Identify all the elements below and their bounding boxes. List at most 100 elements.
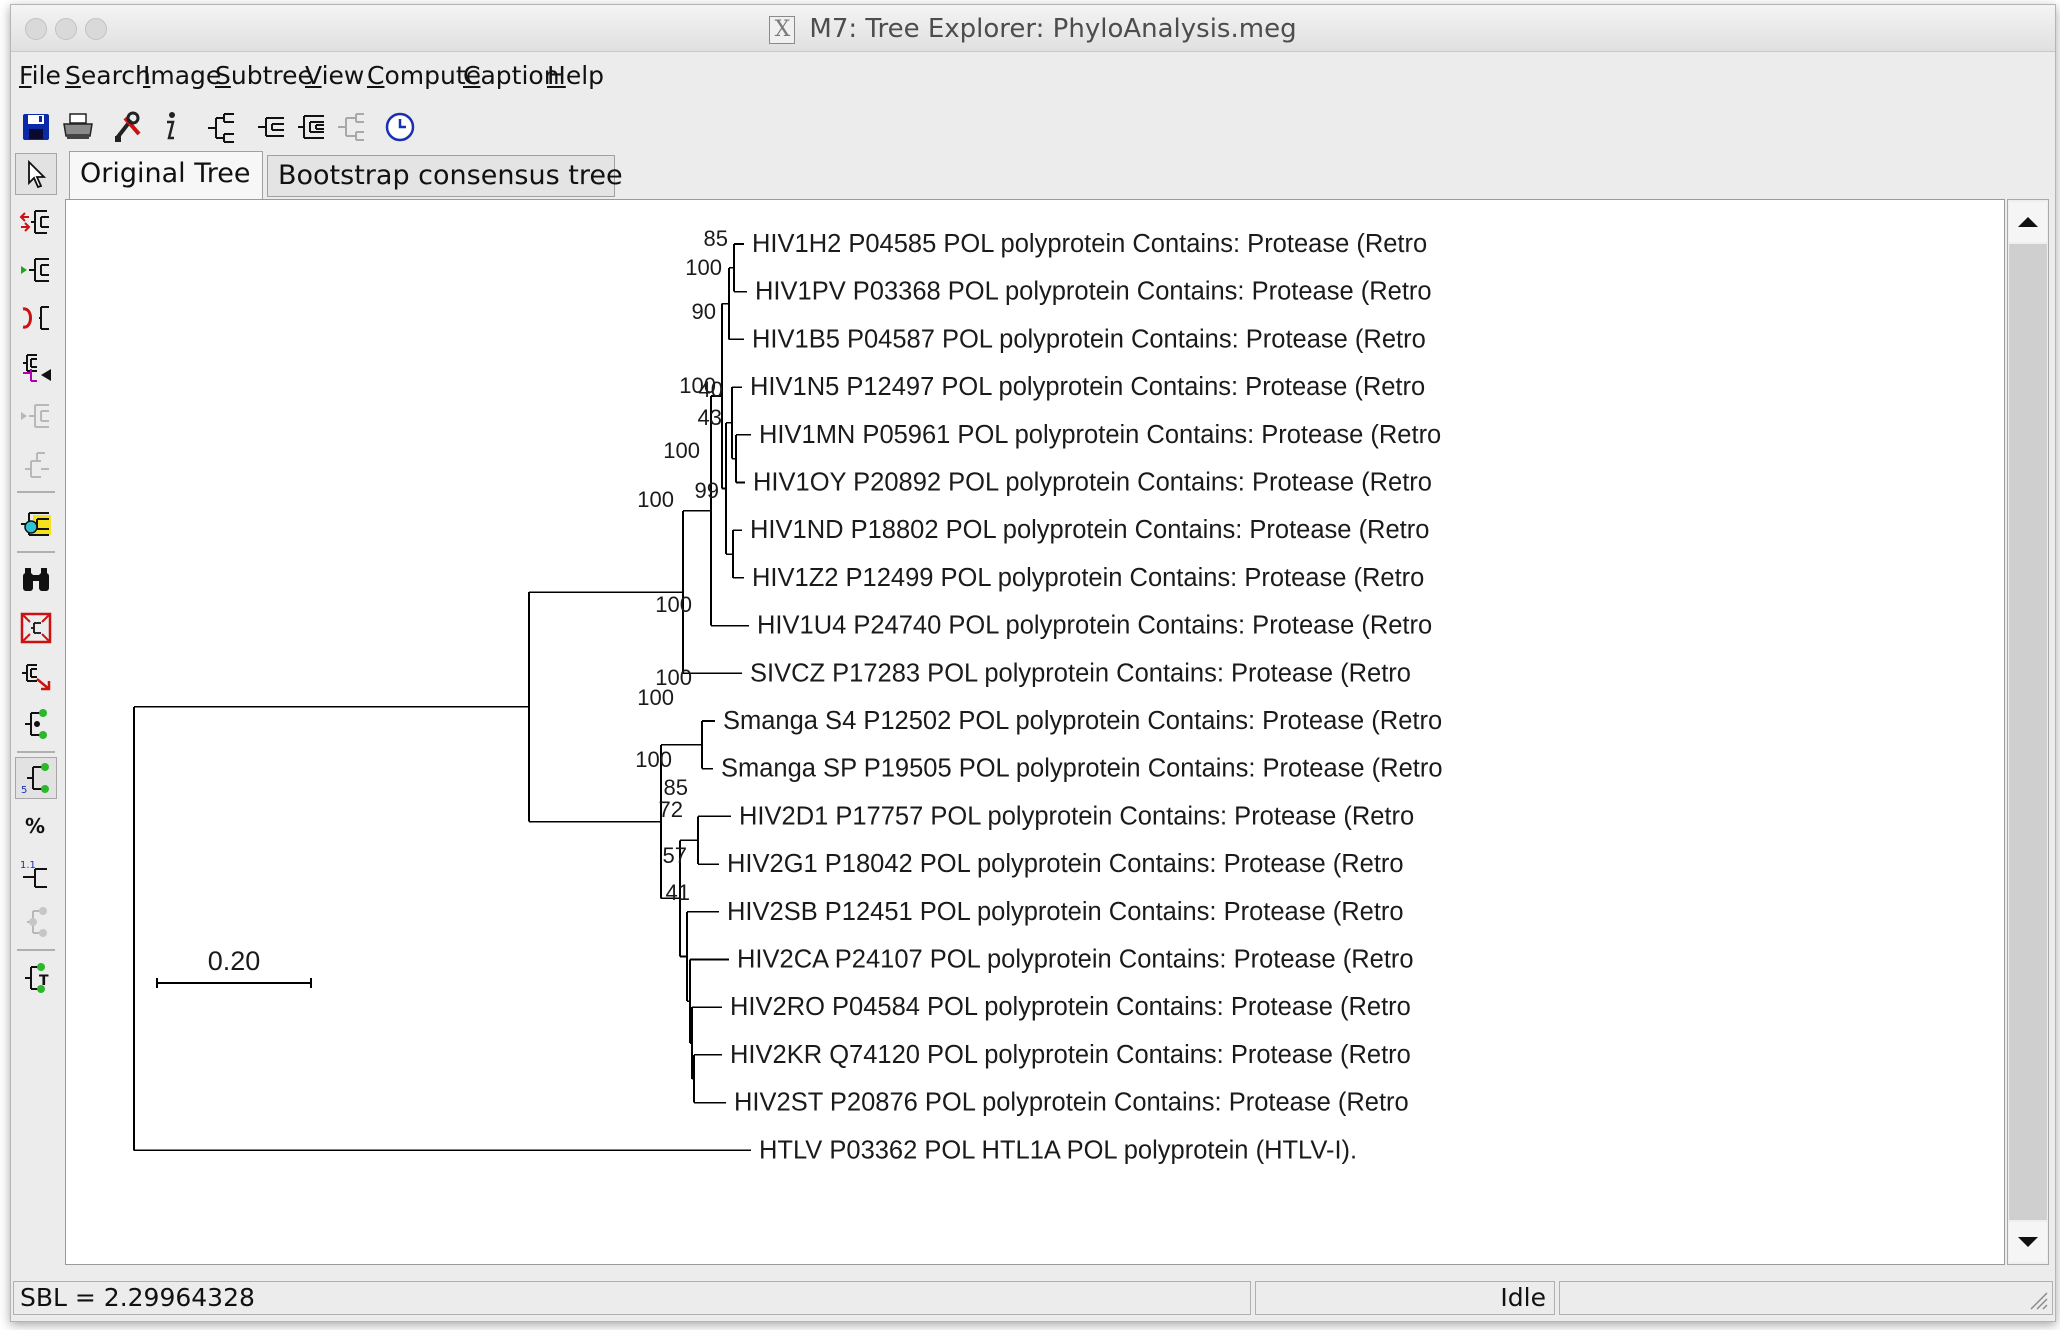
find-button[interactable] (15, 559, 57, 601)
swap-subtree-button[interactable] (15, 201, 57, 243)
fit-window-button[interactable] (15, 607, 57, 649)
taxon-label: HIV2CA P24107 POL polyprotein Contains: … (737, 946, 1414, 974)
tree-icon (208, 113, 234, 143)
bootstrap-value: 99 (695, 478, 719, 503)
scale-bar: 0.20 (156, 946, 312, 988)
tree-collapse-button[interactable] (251, 106, 293, 148)
save-button[interactable] (15, 106, 57, 148)
subtree-disabled-icon-2 (25, 452, 49, 478)
menu-search-mnemonic: S (65, 61, 81, 90)
svg-text:T: T (39, 973, 49, 989)
menu-image[interactable]: Image (143, 61, 221, 90)
tools-button[interactable] (107, 106, 149, 148)
bootstrap-value: 100 (637, 487, 674, 512)
menu-help-label: elp (565, 61, 605, 90)
flip-subtree-button[interactable] (15, 297, 57, 339)
window-title: M7: Tree Explorer: PhyloAnalysis.meg (809, 14, 1297, 44)
bootstrap-value: 100 (637, 685, 674, 710)
tools-icon (115, 111, 141, 142)
swap-subtree-icon (19, 210, 49, 234)
menu-search[interactable]: Search (65, 61, 151, 90)
left-tool-palette: 5 % 1.1 (11, 151, 61, 1275)
menu-image-label: mage (150, 61, 222, 90)
menu-subtree-mnemonic: S (215, 61, 231, 90)
tab-original-tree[interactable]: Original Tree (69, 151, 263, 199)
x11-icon: X (769, 15, 796, 44)
taxon-label: HIV2SB P12451 POL polyprotein Contains: … (727, 898, 1404, 926)
highlight-tree-icon (21, 512, 51, 536)
title-bar: X M7: Tree Explorer: PhyloAnalysis.meg (11, 5, 2055, 52)
taxon-label: HIV2D1 P17757 POL polyprotein Contains: … (739, 802, 1414, 830)
status-bar: SBL = 2.29964328 Idle (11, 1277, 2055, 1317)
compress-subtree-button[interactable] (15, 347, 57, 389)
resize-grip-icon[interactable] (2027, 1289, 2049, 1311)
tool-separator-1 (17, 491, 55, 493)
status-extra (1559, 1281, 2053, 1315)
taxon-label: HIV1MN P05961 POL polyprotein Contains: … (759, 421, 1441, 449)
clock-icon (385, 112, 415, 142)
tab-bootstrap-consensus-tree[interactable]: Bootstrap consensus tree (267, 155, 623, 197)
scroll-down-button[interactable] (2009, 1222, 2047, 1262)
vertical-scrollbar[interactable] (2007, 199, 2049, 1265)
minimize-window-button[interactable] (55, 18, 77, 40)
tree-canvas[interactable]: HIV1H2 P04585 POL polyprotein Contains: … (65, 199, 2005, 1265)
taxon-label: HIV1B5 P04587 POL polyprotein Contains: … (752, 325, 1426, 353)
clock-button[interactable] (379, 106, 421, 148)
resize-tree-icon (22, 664, 51, 691)
fit-window-icon (20, 612, 52, 644)
print-icon (63, 113, 93, 139)
scale-disabled-icon (27, 907, 47, 937)
svg-text:5: 5 (21, 785, 27, 795)
scroll-up-button[interactable] (2009, 202, 2047, 242)
taxon-label: HIV2G1 P18042 POL polyprotein Contains: … (727, 850, 1404, 878)
taxon-label: SIVCZ P17283 POL polyprotein Contains: P… (750, 659, 1411, 687)
state-status: Idle (1255, 1281, 1555, 1315)
tree-collapse-icon (258, 117, 284, 137)
place-root-icon (21, 258, 49, 282)
show-node-ids-button[interactable]: 5 (15, 757, 57, 799)
subtree-disabled-button-2 (15, 443, 57, 485)
bootstrap-value: 43 (698, 405, 722, 430)
taxon-label: HIV1U4 P24740 POL polyprotein Contains: … (757, 612, 1432, 640)
resize-tree-button[interactable] (15, 655, 57, 697)
pointer-tool-button[interactable] (15, 153, 57, 195)
tree-button[interactable] (201, 106, 243, 148)
branch-length-icon: 1.1 (20, 860, 47, 888)
branch-length-button[interactable]: 1.1 (15, 853, 57, 895)
info-button[interactable] (149, 106, 191, 148)
menu-file[interactable]: File (19, 61, 61, 90)
tree-explorer-window: X M7: Tree Explorer: PhyloAnalysis.meg Fi… (10, 4, 2056, 1322)
tree-expand-button[interactable] (291, 106, 333, 148)
menu-view[interactable]: View (305, 61, 364, 90)
menu-subtree[interactable]: Subtree (215, 61, 313, 90)
tree-disabled-icon (338, 113, 364, 141)
menu-image-mnemonic: I (143, 61, 151, 90)
menu-help-mnemonic: H (547, 61, 566, 90)
arrow-down-icon (2018, 1237, 2038, 1247)
phylogenetic-tree[interactable]: HIV1H2 P04585 POL polyprotein Contains: … (66, 200, 2004, 1264)
highlight-tree-button[interactable] (15, 503, 57, 545)
bootstrap-value: 85 (704, 226, 728, 251)
menu-help[interactable]: Help (547, 61, 604, 90)
tree-labels: HIV1H2 P04585 POL polyprotein Contains: … (721, 230, 1443, 1164)
scale-bar-line (156, 978, 312, 988)
menu-caption[interactable]: Caption (463, 61, 560, 90)
tree-disabled-button (331, 106, 373, 148)
bootstrap-percent-button[interactable]: % (15, 805, 57, 847)
taxon-label: HIV1Z2 P12499 POL polyprotein Contains: … (752, 564, 1424, 592)
bootstrap-value: 90 (692, 299, 716, 324)
scroll-track[interactable] (2009, 244, 2047, 1220)
place-root-button[interactable] (15, 249, 57, 291)
menu-search-label: earch (80, 61, 151, 90)
tree-style-icon: T (25, 963, 49, 993)
zoom-window-button[interactable] (85, 18, 107, 40)
menu-compute-label: ompute (384, 61, 482, 90)
taxon-label: Smanga S4 P12502 POL polyprotein Contain… (723, 707, 1442, 735)
branch-info-button[interactable] (15, 703, 57, 745)
menu-compute[interactable]: Compute (367, 61, 481, 90)
node-ids-icon: 5 (21, 763, 49, 795)
tree-style-button[interactable]: T (15, 957, 57, 999)
close-window-button[interactable] (25, 18, 47, 40)
taxon-label: HIV1H2 P04585 POL polyprotein Contains: … (752, 230, 1427, 258)
print-button[interactable] (57, 106, 99, 148)
